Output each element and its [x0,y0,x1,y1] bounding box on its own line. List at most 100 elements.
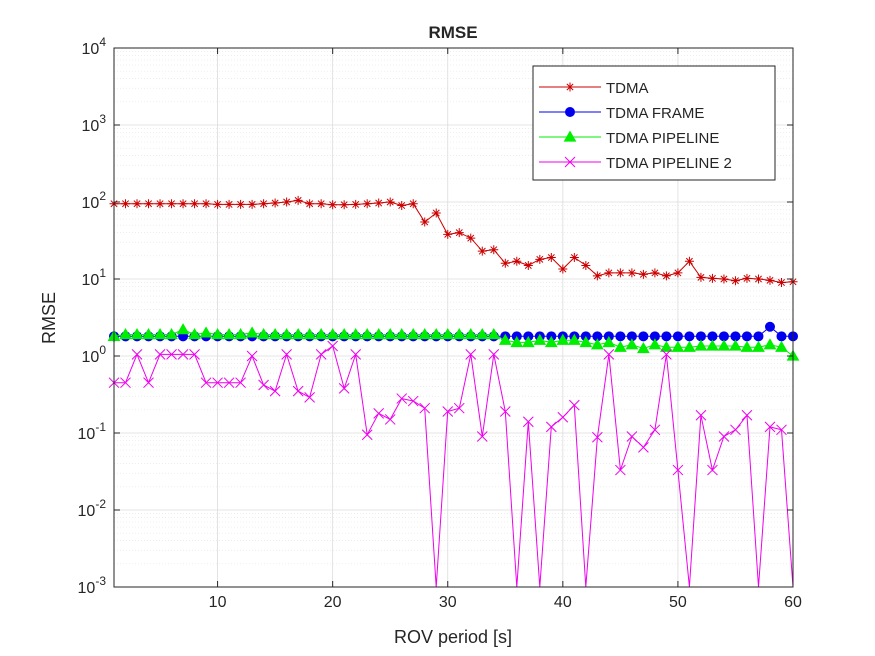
data-point-tdma [466,233,476,243]
data-point-tdma-pipeline-2 [200,377,212,389]
data-point-tdma-pipeline [234,328,247,340]
series-tdma-pipeline-2 [108,340,794,588]
data-point-tdma-pipeline-2 [476,431,488,442]
data-point-tdma-pipeline-2 [557,411,569,423]
data-point-tdma [351,199,361,209]
data-point-tdma-pipeline-2 [707,464,718,476]
data-point-tdma-pipeline-2 [545,421,557,433]
data-point-tdma [224,199,234,209]
data-point-tdma-frame [672,331,683,342]
data-point-tdma [362,199,372,209]
data-point-tdma-pipeline-2 [718,431,730,442]
minor-grid [114,51,793,565]
data-point-tdma-pipeline-2 [661,349,672,360]
data-point-tdma [546,253,556,263]
data-point-tdma-frame [764,321,775,332]
data-point-tdma [408,199,418,209]
data-point-tdma-pipeline [556,333,570,345]
legend-label-tdma: TDMA [606,80,649,97]
data-point-tdma [535,254,545,264]
data-point-tdma-frame [776,331,787,342]
data-point-tdma [592,271,602,281]
data-point-tdma [558,264,568,274]
legend-label-tdma-pipeline: TDMA PIPELINE [606,130,719,147]
data-point-tdma-pipeline [683,340,696,352]
y-tick-label: 103 [82,112,107,135]
data-point-tdma-pipeline-2 [568,399,580,411]
data-point-tdma-pipeline-2 [315,349,327,360]
data-point-tdma-pipeline-2 [384,414,396,425]
data-point-tdma [167,199,177,209]
y-axis-ticks: 10-3 10-2 10-1 100 101 102 103 104 [78,35,793,597]
data-point-tdma [213,199,223,209]
data-point-tdma-pipeline [245,326,259,338]
data-point-tdma-pipeline [383,328,397,340]
data-point-tdma [489,245,499,255]
data-point-tdma-pipeline-2 [764,421,776,433]
data-point-tdma-pipeline-2 [212,377,223,389]
x-tick-label: 20 [324,594,342,611]
data-point-tdma-pipeline [257,328,270,340]
data-point-tdma [696,272,706,282]
data-point-tdma-pipeline [740,340,754,352]
data-point-tdma-pipeline [130,328,144,340]
data-point-tdma [385,197,395,207]
data-point-tdma-pipeline [464,328,478,340]
data-point-tdma-pipeline [441,328,455,340]
data-point-tdma-pipeline [706,339,719,351]
data-point-tdma-frame [638,331,649,342]
data-point-tdma-pipeline [211,328,224,340]
data-point-tdma [144,199,154,209]
data-point-tdma-pipeline-2 [396,393,408,404]
chart-title: RMSE [428,23,477,42]
data-point-tdma [523,260,533,270]
data-point-tdma-pipeline-2 [672,464,684,476]
data-point-tdma-pipeline-2 [741,409,753,421]
legend-marker-tdma-pipeline [563,130,577,142]
data-point-tdma-pipeline [429,328,443,340]
data-point-tdma-pipeline [360,328,374,340]
y-tick-label: 100 [82,343,107,366]
data-point-tdma [282,197,292,207]
x-axis-ticks: 10 20 30 40 50 60 [209,48,802,611]
series-tdma-pipeline [107,323,800,361]
data-point-tdma-pipeline-2 [592,431,603,443]
data-point-tdma [339,200,349,210]
data-point-tdma-pipeline-2 [419,402,431,414]
data-point-tdma [121,199,131,209]
data-point-tdma [454,228,464,238]
data-point-tdma-pipeline-2 [373,407,385,419]
data-point-tdma-pipeline-2 [695,409,707,421]
x-tick-label: 60 [784,594,802,611]
data-point-tdma [581,260,591,270]
y-tick-label: 10-2 [78,497,107,520]
data-point-tdma-pipeline [372,328,386,340]
data-point-tdma-pipeline [326,328,340,340]
data-point-tdma-pipeline [775,340,788,352]
data-point-tdma [132,199,142,209]
data-point-tdma-pipeline [119,328,132,340]
data-point-tdma-pipeline-2 [327,340,339,352]
data-point-tdma-pipeline-2 [223,377,235,389]
y-tick-label: 102 [82,189,107,212]
data-point-tdma [730,276,740,286]
data-point-tdma-pipeline-2 [626,431,638,442]
data-point-tdma [615,268,625,278]
data-point-tdma-frame [615,331,626,342]
data-point-tdma [270,198,280,208]
data-point-tdma [374,198,384,208]
data-point-tdma-pipeline [165,328,178,340]
data-point-tdma [443,229,453,239]
data-point-tdma [765,275,775,285]
data-point-tdma-pipeline [579,335,593,348]
data-point-tdma-pipeline [188,328,201,340]
data-point-tdma-frame [684,331,695,342]
data-point-tdma-pipeline [222,328,236,340]
data-point-tdma [512,256,522,266]
data-point-tdma-pipeline [694,339,708,351]
y-tick-label: 104 [82,35,107,58]
legend-label-tdma-frame: TDMA FRAME [606,105,704,122]
legend-marker-tdma [565,82,575,92]
x-tick-label: 30 [439,594,457,611]
data-point-tdma-frame [753,331,764,342]
